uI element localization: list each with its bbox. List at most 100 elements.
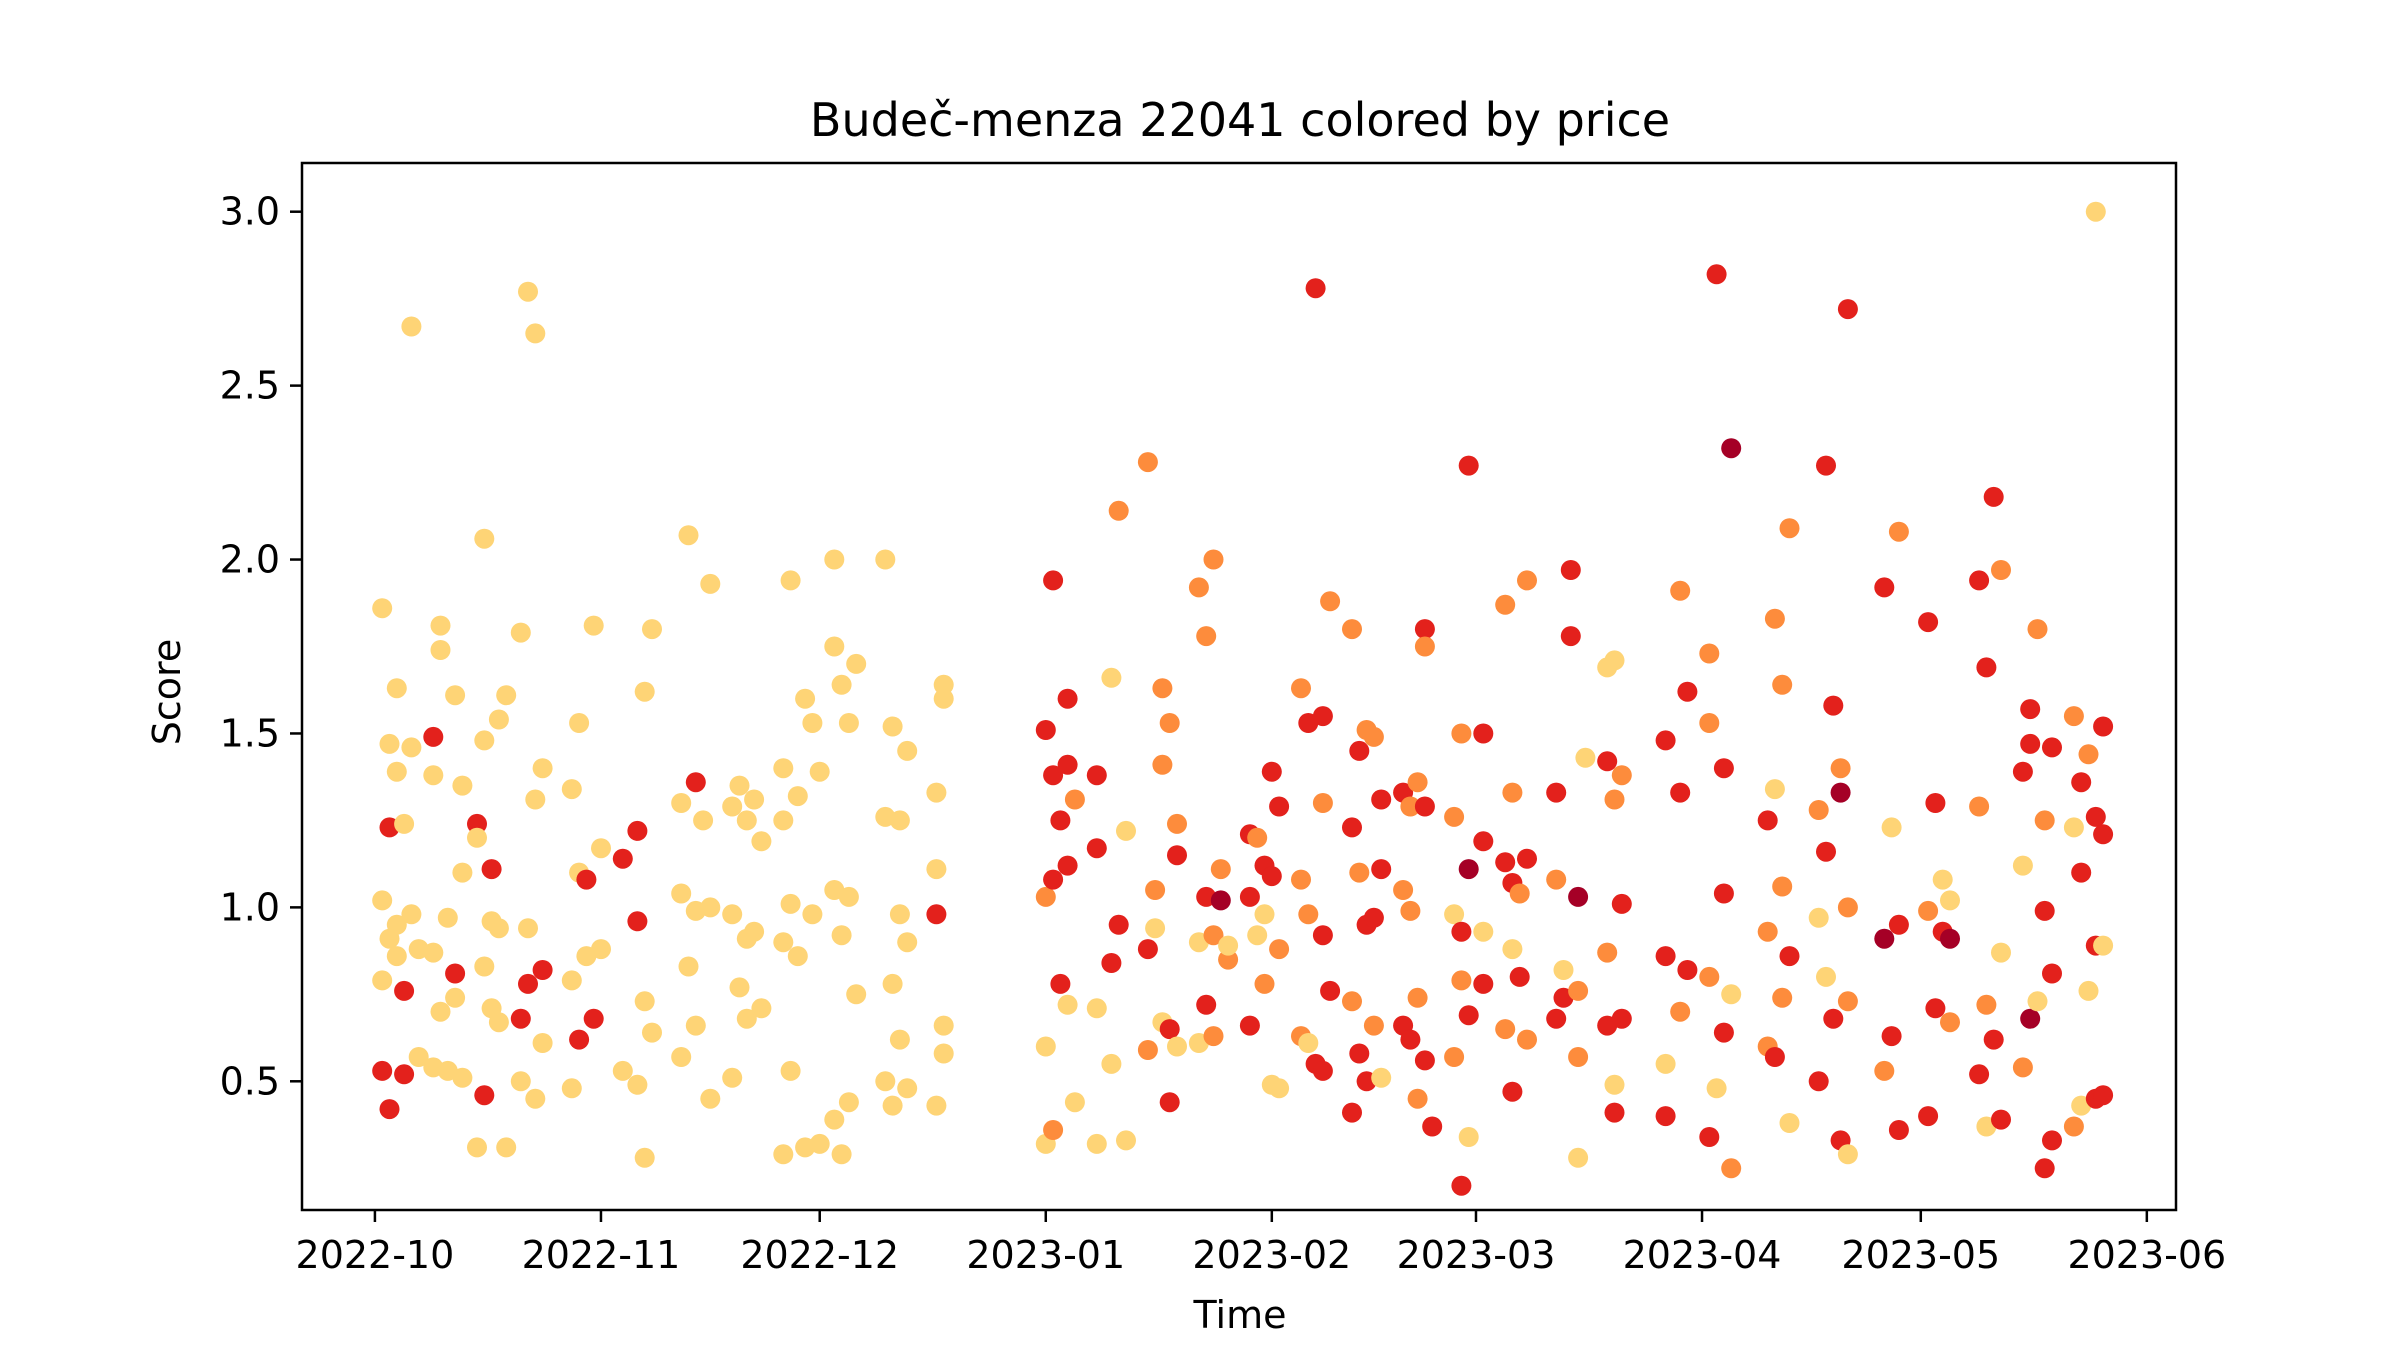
data-point: [379, 733, 400, 754]
data-point: [2034, 900, 2055, 921]
data-point: [1575, 747, 1596, 768]
data-point: [488, 918, 509, 939]
data-point: [1699, 966, 1720, 987]
data-point: [1050, 810, 1071, 831]
data-point: [2093, 716, 2114, 737]
data-point: [1932, 869, 1953, 890]
data-point: [1568, 1147, 1589, 1168]
data-point: [831, 1144, 852, 1165]
data-point: [1830, 758, 1851, 779]
data-point: [1509, 883, 1530, 904]
data-point: [780, 893, 801, 914]
data-point: [1721, 438, 1742, 459]
data-point: [488, 1012, 509, 1033]
data-point: [1779, 946, 1800, 967]
data-point: [1764, 1047, 1785, 1067]
data-point: [1706, 1078, 1727, 1099]
data-point: [1239, 886, 1260, 907]
data-point: [1940, 1012, 1960, 1033]
data-point: [2020, 733, 2041, 754]
data-point: [1371, 1067, 1392, 1088]
data-point: [1137, 1040, 1158, 1060]
data-point: [1239, 1015, 1260, 1036]
data-point: [2078, 980, 2099, 1001]
data-point: [1991, 1109, 2011, 1130]
data-point: [1050, 973, 1071, 994]
data-point: [751, 998, 772, 1019]
data-point: [1816, 455, 1836, 476]
data-point: [1670, 1001, 1691, 1022]
data-point: [1546, 869, 1567, 890]
data-point: [642, 1022, 662, 1043]
data-point: [1116, 820, 1136, 841]
data-point: [1444, 1047, 1465, 1067]
data-point: [1991, 560, 2011, 580]
data-point: [751, 831, 772, 852]
data-point: [2093, 824, 2114, 845]
data-point: [678, 525, 699, 546]
data-point: [401, 904, 422, 925]
data-point: [569, 1029, 590, 1050]
x-tick-label: 2023-01: [966, 1233, 1125, 1277]
data-point: [525, 1088, 546, 1109]
data-point: [693, 810, 714, 831]
data-point: [2085, 806, 2106, 827]
data-point: [1495, 594, 1516, 615]
data-point: [386, 914, 407, 935]
data-point: [1342, 991, 1362, 1012]
data-point: [671, 1047, 692, 1067]
data-point: [1407, 772, 1428, 793]
data-point: [1210, 859, 1231, 880]
data-point: [1509, 966, 1530, 987]
data-point: [569, 713, 590, 733]
data-point: [933, 1043, 954, 1064]
data-point: [2042, 1130, 2062, 1151]
data-point: [2063, 1116, 2084, 1137]
data-point: [401, 737, 422, 758]
data-point: [1043, 765, 1064, 786]
data-point: [634, 991, 655, 1012]
data-point: [1808, 1071, 1829, 1092]
plot-frame: [300, 161, 2178, 1212]
data-point: [685, 772, 706, 793]
data-point: [1152, 754, 1173, 775]
data-point: [1808, 907, 1829, 928]
data-point: [532, 960, 553, 980]
x-tick-label: 2023-02: [1192, 1233, 1351, 1277]
data-point: [1086, 1133, 1107, 1154]
data-point: [1451, 970, 1472, 991]
data-point: [1137, 452, 1158, 473]
data-point: [1407, 987, 1428, 1008]
data-point: [1837, 991, 1858, 1012]
y-tick-label: 3.0: [220, 190, 280, 234]
data-point: [824, 636, 845, 657]
data-point: [372, 598, 393, 619]
data-point: [372, 970, 393, 991]
data-point: [1086, 765, 1107, 786]
data-point: [576, 869, 597, 890]
data-point: [1210, 890, 1231, 911]
data-point: [408, 1047, 429, 1067]
data-point: [809, 1133, 830, 1154]
data-point: [889, 810, 910, 831]
data-point: [1159, 1019, 1180, 1040]
data-point: [2078, 744, 2099, 765]
data-point: [386, 761, 407, 782]
data-point: [1422, 1116, 1443, 1137]
data-point: [1517, 848, 1537, 869]
y-tick-label: 2.0: [220, 538, 280, 582]
data-point: [1721, 984, 1742, 1005]
data-point: [430, 615, 451, 636]
data-point: [1269, 796, 1290, 817]
data-point: [394, 813, 415, 834]
data-point: [729, 775, 750, 796]
data-point: [2034, 1158, 2055, 1179]
data-point: [627, 1074, 648, 1095]
x-axis: 2022-10 2022-11 2022-12 2023-01 2023-02 2023-…: [296, 1210, 2226, 1277]
data-point: [525, 323, 546, 344]
data-point: [1560, 560, 1581, 580]
data-point: [875, 1071, 896, 1092]
data-point: [1254, 973, 1275, 994]
data-point: [722, 904, 743, 925]
